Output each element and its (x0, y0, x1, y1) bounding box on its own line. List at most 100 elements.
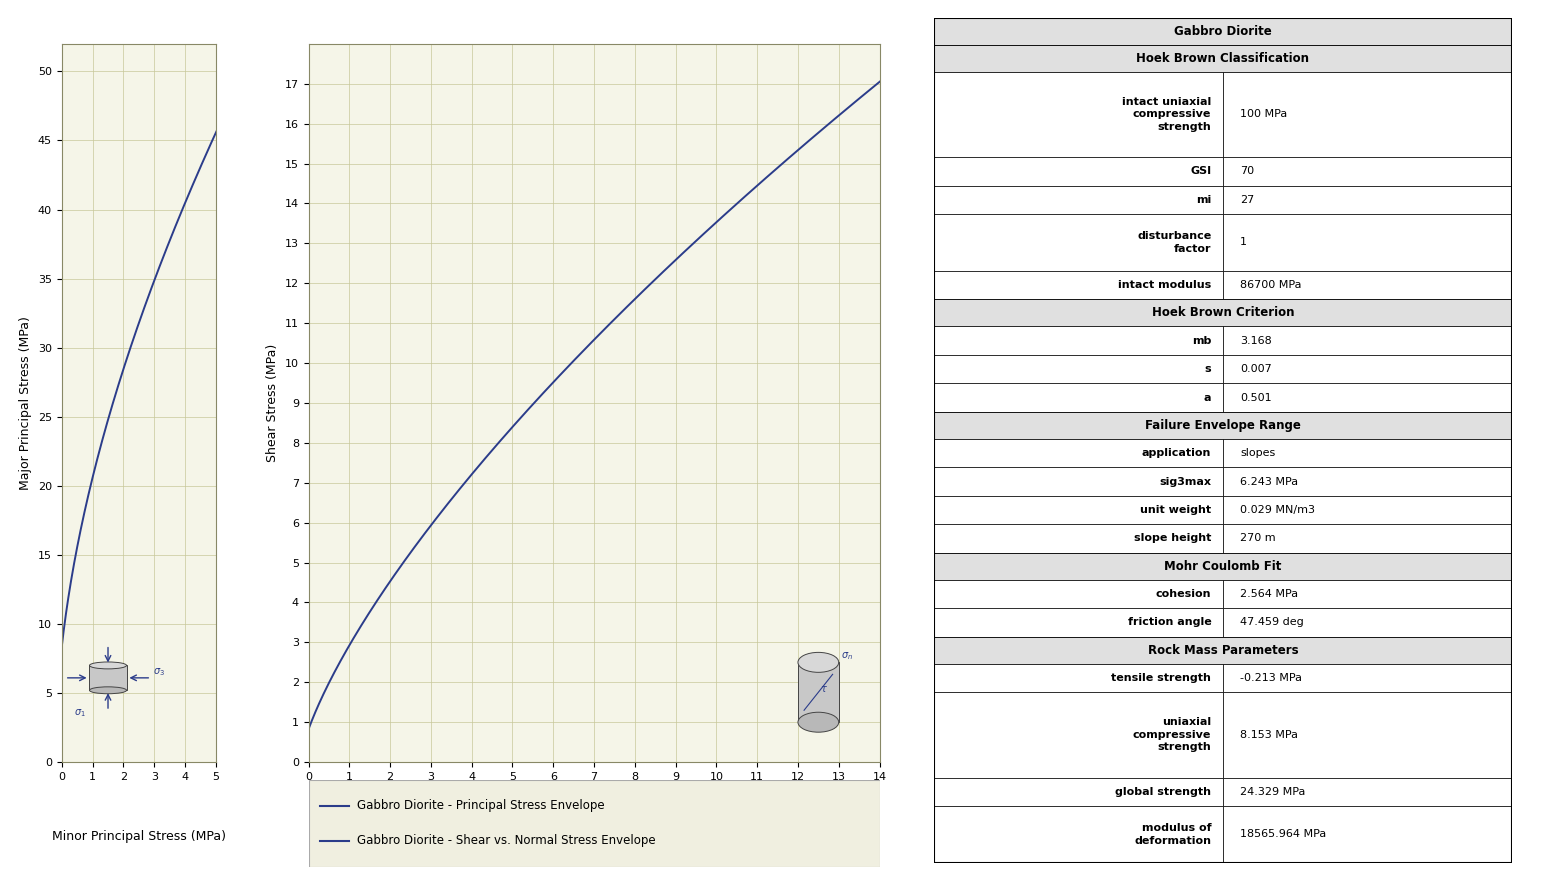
Text: 0.007: 0.007 (1241, 364, 1271, 374)
Text: GSI: GSI (1190, 166, 1211, 176)
Bar (934, 496, 1222, 524)
Text: 6.243 MPa: 6.243 MPa (1241, 477, 1298, 486)
Bar (934, 384, 1222, 412)
Text: 18565.964 MPa: 18565.964 MPa (1241, 830, 1327, 839)
Bar (1222, 186, 1512, 214)
Text: $\tau$: $\tau$ (821, 684, 829, 695)
Text: application: application (1142, 448, 1211, 458)
Text: 3.168: 3.168 (1241, 336, 1271, 346)
Text: 0.501: 0.501 (1241, 392, 1271, 402)
Bar (1222, 439, 1512, 467)
Y-axis label: Major Principal Stress (MPa): Major Principal Stress (MPa) (20, 316, 32, 490)
Bar (1222, 271, 1512, 300)
Bar (934, 608, 1222, 637)
Text: intact modulus: intact modulus (1119, 280, 1211, 290)
Bar (1222, 806, 1512, 863)
Text: Hoek Brown Classification: Hoek Brown Classification (1136, 52, 1310, 65)
Text: global strength: global strength (1116, 787, 1211, 797)
Ellipse shape (798, 653, 839, 673)
Text: mb: mb (1191, 336, 1211, 346)
Bar (934, 355, 1222, 384)
Bar (1222, 778, 1512, 806)
Text: a: a (1204, 392, 1211, 402)
Bar (934, 692, 1222, 778)
Text: Mohr Coulomb Fit: Mohr Coulomb Fit (1163, 560, 1282, 573)
Bar (934, 580, 1222, 608)
Text: 0.029 MN/m3: 0.029 MN/m3 (1241, 505, 1315, 515)
Text: mi: mi (1196, 194, 1211, 205)
Bar (1222, 692, 1512, 778)
Bar (1222, 384, 1512, 412)
Text: s: s (1205, 364, 1211, 374)
Text: intact uniaxial
compressive
strength: intact uniaxial compressive strength (1122, 97, 1211, 131)
Bar (934, 271, 1222, 300)
Text: 270 m: 270 m (1241, 533, 1276, 543)
Bar (1222, 157, 1512, 186)
Ellipse shape (89, 662, 127, 669)
Text: $\sigma_3$: $\sigma_3$ (153, 666, 165, 677)
Text: 86700 MPa: 86700 MPa (1241, 280, 1302, 290)
Text: 24.329 MPa: 24.329 MPa (1241, 787, 1305, 797)
X-axis label: Normal Stress (MPa): Normal Stress (MPa) (531, 788, 657, 801)
Bar (89, 666, 127, 690)
Text: Rock Mass Parameters: Rock Mass Parameters (1148, 644, 1298, 657)
Text: Gabbro Diorite - Shear vs. Normal Stress Envelope: Gabbro Diorite - Shear vs. Normal Stress… (356, 835, 656, 847)
Text: modulus of
deformation: modulus of deformation (1134, 823, 1211, 845)
Bar (934, 553, 1512, 580)
Text: friction angle: friction angle (1128, 618, 1211, 627)
Bar (1222, 355, 1512, 384)
Ellipse shape (798, 712, 839, 732)
Bar (798, 662, 839, 722)
Text: Gabbro Diorite: Gabbro Diorite (1174, 25, 1271, 38)
Bar (1222, 664, 1512, 692)
Bar (934, 664, 1222, 692)
Bar (934, 300, 1512, 327)
Bar (1222, 467, 1512, 496)
Text: 47.459 deg: 47.459 deg (1241, 618, 1304, 627)
Bar (934, 806, 1222, 863)
Bar (1222, 327, 1512, 355)
Text: $\sigma_1$: $\sigma_1$ (74, 707, 86, 719)
Text: 70: 70 (1241, 166, 1254, 176)
Bar (934, 439, 1222, 467)
Bar (934, 778, 1222, 806)
Bar (1222, 580, 1512, 608)
Text: disturbance
factor: disturbance factor (1137, 231, 1211, 254)
Bar (1222, 72, 1512, 157)
Bar (934, 214, 1222, 271)
Text: sig3max: sig3max (1159, 477, 1211, 486)
Bar (934, 45, 1512, 72)
Ellipse shape (89, 687, 127, 694)
Text: Minor Principal Stress (MPa): Minor Principal Stress (MPa) (52, 830, 225, 843)
Bar (934, 18, 1512, 45)
Bar (934, 412, 1512, 439)
Text: -0.213 MPa: -0.213 MPa (1241, 673, 1302, 683)
Text: slope height: slope height (1134, 533, 1211, 543)
Text: slopes: slopes (1241, 448, 1276, 458)
Bar (1222, 608, 1512, 637)
Bar (934, 524, 1222, 553)
Bar (934, 157, 1222, 186)
Text: cohesion: cohesion (1156, 589, 1211, 599)
Bar (1222, 214, 1512, 271)
Bar (1222, 524, 1512, 553)
Bar (934, 72, 1222, 157)
Text: unit weight: unit weight (1140, 505, 1211, 515)
Bar (934, 186, 1222, 214)
Text: 100 MPa: 100 MPa (1241, 110, 1287, 119)
Bar (934, 467, 1222, 496)
Text: 8.153 MPa: 8.153 MPa (1241, 730, 1298, 740)
Text: Failure Envelope Range: Failure Envelope Range (1145, 419, 1301, 432)
Bar (1222, 496, 1512, 524)
Text: Gabbro Diorite - Principal Stress Envelope: Gabbro Diorite - Principal Stress Envelo… (356, 800, 605, 812)
Text: 2.564 MPa: 2.564 MPa (1241, 589, 1298, 599)
Text: uniaxial
compressive
strength: uniaxial compressive strength (1133, 717, 1211, 752)
Bar (934, 327, 1222, 355)
Text: tensile strength: tensile strength (1111, 673, 1211, 683)
Y-axis label: Shear Stress (MPa): Shear Stress (MPa) (267, 344, 279, 462)
Text: $\sigma_n$: $\sigma_n$ (841, 650, 853, 662)
Text: 27: 27 (1241, 194, 1254, 205)
Bar (934, 637, 1512, 664)
Text: Hoek Brown Criterion: Hoek Brown Criterion (1151, 307, 1295, 320)
Text: 1: 1 (1241, 237, 1247, 247)
